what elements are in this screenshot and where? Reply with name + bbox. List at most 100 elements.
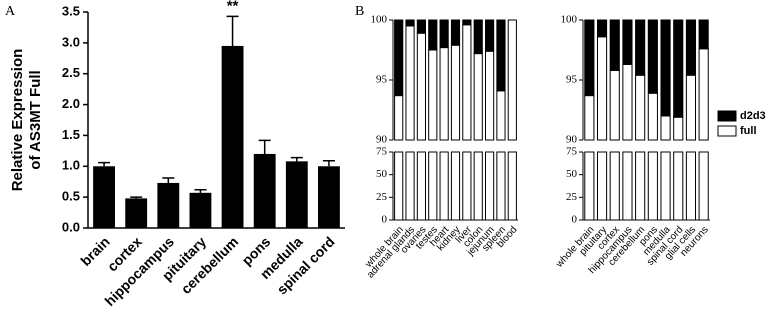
bar — [318, 166, 340, 228]
y-tick-label: 25 — [376, 191, 388, 203]
bar-segment — [660, 19, 671, 117]
bar-segment — [596, 151, 608, 221]
bar — [285, 161, 308, 228]
bar-segment — [394, 19, 404, 97]
bar-segment — [660, 115, 671, 141]
bar-segment — [647, 19, 658, 94]
y-tick-label: 0.0 — [62, 219, 80, 234]
panel-label: A — [5, 4, 16, 19]
error-bar — [194, 188, 207, 193]
y-tick-label: 25 — [566, 191, 578, 203]
bar-segment — [450, 19, 461, 46]
y-tick-label: 1.0 — [62, 158, 80, 173]
legend-label: full — [740, 125, 757, 137]
bar-segment — [698, 151, 709, 221]
y-tick-label: 2.0 — [62, 96, 80, 111]
bar-segment — [685, 74, 697, 141]
y-tick-label: 0.5 — [62, 189, 80, 204]
y-tick-label: 1.5 — [62, 127, 80, 142]
bar-segment — [394, 95, 404, 141]
bar-segment — [416, 151, 426, 221]
error-bar — [226, 15, 239, 46]
bar-segment — [439, 47, 449, 141]
y-tick-label: 3.5 — [62, 3, 80, 18]
error-bar — [290, 156, 303, 162]
bar-segment — [450, 44, 461, 141]
bar-segment — [473, 53, 483, 141]
bar-segment — [622, 63, 633, 141]
bar-segment — [673, 151, 684, 221]
bar-segment — [609, 69, 620, 141]
bar-segment — [635, 74, 646, 141]
bar-segment — [647, 151, 658, 221]
y-tick-label: 75 — [376, 146, 388, 158]
error-bar — [258, 139, 271, 154]
annotation: ** — [227, 0, 239, 14]
error-bar — [162, 177, 175, 183]
bar-segment — [462, 19, 472, 26]
bar-segment — [428, 151, 438, 221]
bar-segment — [609, 151, 620, 221]
bar-segment — [622, 19, 633, 65]
bar-segment — [462, 151, 472, 221]
bar-segment — [647, 92, 658, 141]
bar-segment — [673, 116, 684, 141]
panel-label: B — [355, 4, 364, 19]
legend-label: d2d3 — [740, 110, 766, 122]
bar-segment — [405, 151, 415, 221]
bar-segment — [596, 36, 608, 141]
y-tick-label: 100 — [561, 14, 578, 26]
legend-swatch — [717, 110, 737, 122]
y-tick-label: 50 — [376, 168, 388, 180]
y-axis-label: of AS3MT Full — [27, 70, 44, 169]
bar-segment — [485, 50, 495, 141]
bar-segment — [507, 19, 517, 141]
bar — [253, 153, 276, 228]
y-tick-label: 50 — [566, 168, 578, 180]
bar-segment — [635, 151, 646, 221]
bar-segment — [584, 151, 595, 221]
bar-segment — [405, 19, 415, 27]
bar-segment — [428, 19, 438, 51]
bar-segment — [428, 49, 438, 141]
y-tick-label: 2.5 — [62, 65, 80, 80]
error-bar — [130, 196, 143, 199]
bar-segment — [496, 151, 506, 221]
bar-segment — [685, 19, 697, 76]
y-tick-label: 100 — [371, 14, 388, 26]
legend-swatch — [717, 125, 737, 137]
bar-segment — [698, 19, 709, 50]
bar-segment — [473, 19, 483, 55]
bar-segment — [622, 151, 633, 221]
error-bar — [98, 161, 111, 167]
y-tick-label: 0 — [572, 214, 578, 226]
bar-segment — [473, 151, 483, 221]
bar-segment — [450, 151, 461, 221]
bar-segment — [496, 90, 506, 141]
bar-segment — [660, 151, 671, 221]
bar — [221, 45, 244, 228]
y-tick-label: 3.0 — [62, 34, 80, 49]
y-tick-label: 90 — [376, 134, 388, 146]
bar-segment — [584, 95, 595, 141]
y-tick-label: 75 — [566, 146, 578, 158]
y-tick-label: 90 — [566, 134, 578, 146]
bar-segment — [685, 151, 697, 221]
bar-segment — [496, 19, 506, 92]
y-tick-label: 95 — [376, 74, 388, 86]
bar-segment — [405, 25, 415, 141]
bar — [157, 182, 180, 228]
bar — [189, 192, 212, 228]
bar-segment — [635, 19, 646, 76]
bar-segment — [416, 19, 426, 34]
bar-segment — [485, 151, 495, 221]
bar — [125, 198, 148, 228]
bar-segment — [584, 19, 595, 97]
y-tick-label: 95 — [566, 74, 578, 86]
bar — [93, 166, 115, 228]
bar-segment — [462, 24, 472, 141]
bar-segment — [609, 19, 620, 71]
bar-segment — [698, 48, 709, 141]
y-axis-label: Relative Expression — [9, 49, 26, 192]
